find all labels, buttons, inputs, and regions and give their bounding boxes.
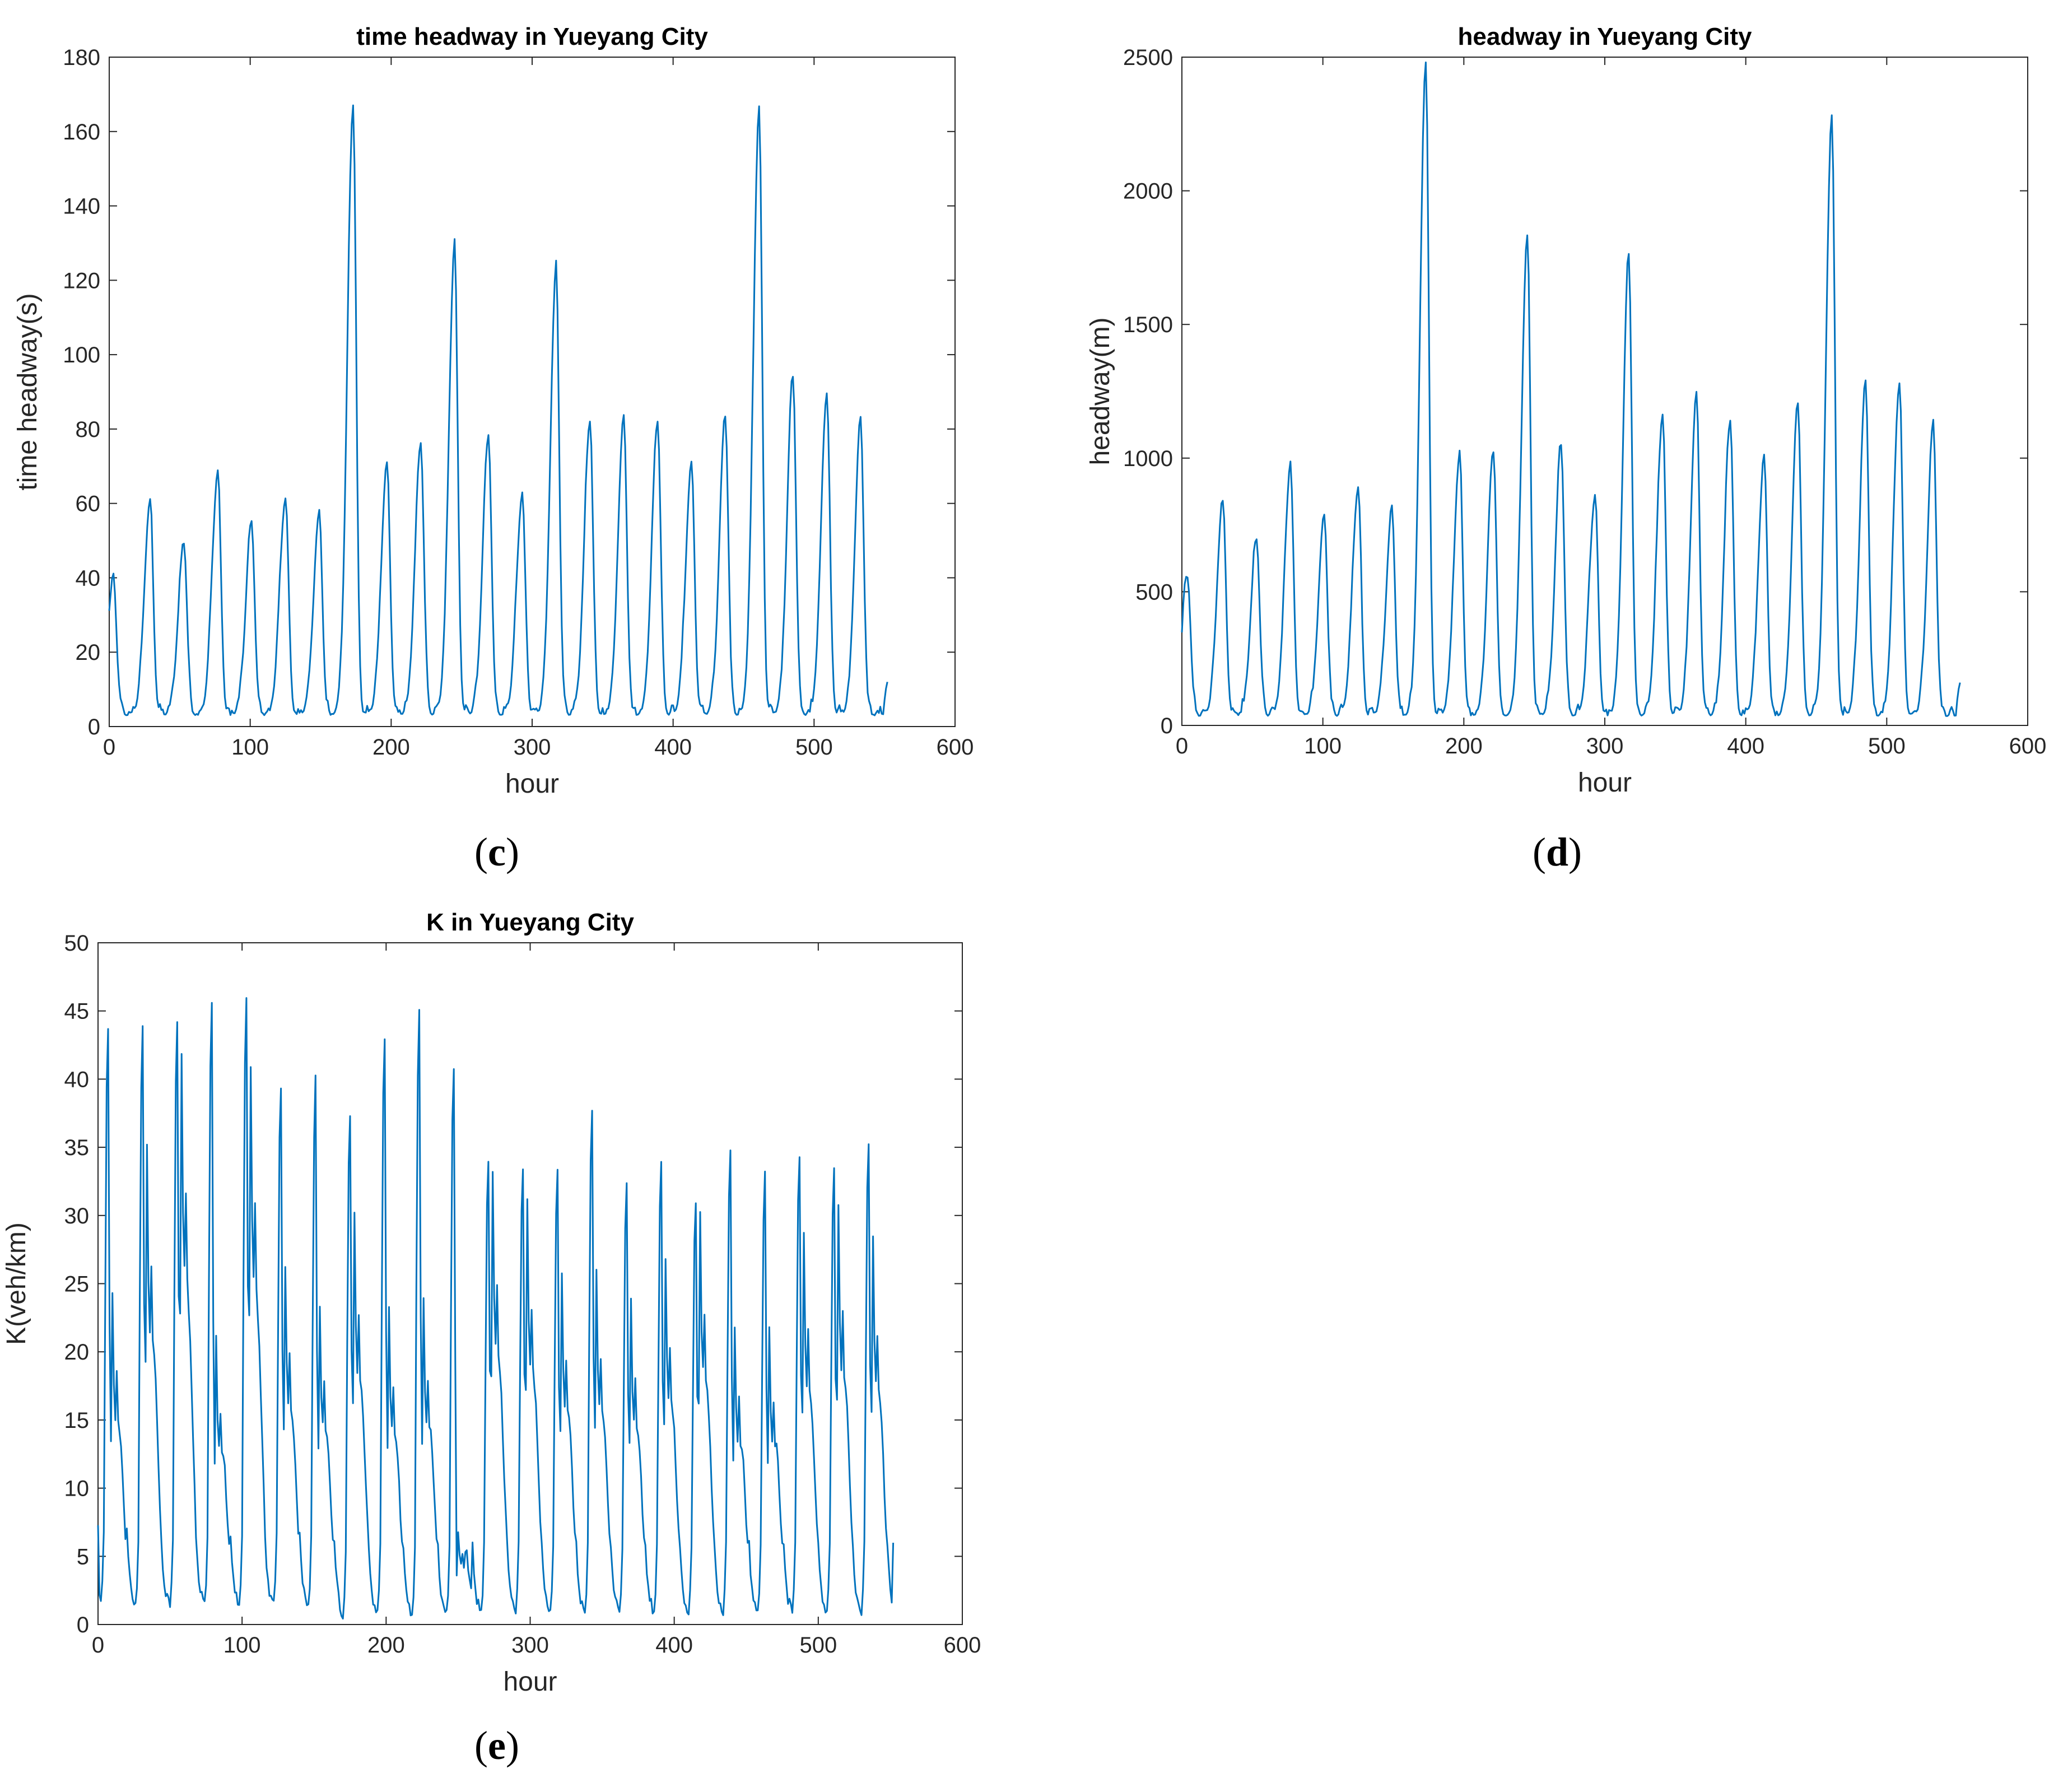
x-tick-label-d: 600 xyxy=(2009,734,2047,758)
x-tick-label-d: 500 xyxy=(1868,734,1906,758)
y-tick-label-c: 0 xyxy=(88,715,100,739)
x-axis-label-e: hour xyxy=(503,1667,557,1697)
x-axis-label-c: hour xyxy=(505,769,559,799)
x-tick-label-d: 100 xyxy=(1304,734,1342,758)
y-axis-label-c: time headway(s) xyxy=(13,293,43,490)
y-tick-label-c: 80 xyxy=(76,417,101,442)
y-tick-label-d: 500 xyxy=(1135,580,1173,604)
y-tick-label-e: 30 xyxy=(64,1204,90,1228)
x-tick-label-e: 600 xyxy=(944,1633,981,1658)
x-tick-label-d: 200 xyxy=(1445,734,1483,758)
y-tick-label-d: 1500 xyxy=(1123,313,1173,337)
x-tick-label-c: 0 xyxy=(103,735,115,760)
y-tick-label-e: 40 xyxy=(64,1067,90,1092)
y-tick-label-e: 5 xyxy=(77,1544,89,1569)
x-tick-label-e: 200 xyxy=(367,1633,405,1658)
y-tick-label-c: 160 xyxy=(63,120,100,145)
x-tick-label-c: 500 xyxy=(795,735,833,760)
y-tick-label-e: 25 xyxy=(64,1272,90,1297)
y-tick-label-d: 2000 xyxy=(1123,179,1173,204)
panel-letter-c: c xyxy=(488,830,506,874)
y-tick-label-e: 50 xyxy=(64,931,90,956)
x-tick-label-e: 500 xyxy=(799,1633,837,1658)
series-line-d xyxy=(1181,61,1961,717)
y-tick-label-d: 2500 xyxy=(1123,45,1173,70)
y-tick-label-c: 60 xyxy=(76,492,101,516)
chart-e: 0 100 200 300 400 500 600 0 5 10 15 20 25 30 35 40 45 50 K… xyxy=(2,909,981,1697)
y-tick-label-e: 10 xyxy=(64,1477,90,1501)
panel-letter-e: e xyxy=(488,1723,506,1768)
y-tick-label-c: 140 xyxy=(63,194,100,219)
y-tick-label-e: 35 xyxy=(64,1135,90,1160)
chart-title-d: headway in Yueyang City xyxy=(1458,23,1752,50)
y-tick-label-d: 1000 xyxy=(1123,446,1173,471)
chart-c: 0 100 200 300 400 500 600 0 20 40 60 80 100 120 140 160… xyxy=(13,23,974,799)
y-tick-label-e: 20 xyxy=(64,1340,90,1365)
x-tick-label-e: 100 xyxy=(223,1633,261,1658)
y-tick-label-c: 180 xyxy=(63,45,100,70)
x-tick-label-e: 400 xyxy=(655,1633,693,1658)
panel-label-d: (d) xyxy=(1533,830,1582,874)
axes-box-d xyxy=(1181,57,2028,726)
panel-letter-d: d xyxy=(1546,830,1568,874)
panel-label-c: (c) xyxy=(474,830,519,874)
y-tick-label-e: 15 xyxy=(64,1408,90,1433)
x-tick-label-d: 300 xyxy=(1586,734,1624,758)
x-tick-label-c: 400 xyxy=(654,735,692,760)
y-tick-label-c: 120 xyxy=(63,268,100,293)
y-tick-label-e: 45 xyxy=(64,999,90,1024)
chart-d: 0 100 200 300 400 500 600 0 500 1000 1500 2000 2500 h… xyxy=(1086,23,2046,798)
x-axis-label-d: hour xyxy=(1578,768,1632,798)
series-line-c xyxy=(108,104,888,716)
axes-box-c xyxy=(109,57,956,727)
x-tick-label-c: 100 xyxy=(231,735,269,760)
y-axis-label-e: K(veh/km) xyxy=(2,1222,31,1345)
x-tick-label-c: 200 xyxy=(372,735,410,760)
y-tick-label-c: 20 xyxy=(76,640,101,665)
y-tick-label-c: 100 xyxy=(63,343,100,367)
y-tick-label-c: 40 xyxy=(76,566,101,590)
x-tick-label-c: 300 xyxy=(514,735,551,760)
x-tick-label-d: 0 xyxy=(1176,734,1188,758)
y-tick-label-d: 0 xyxy=(1161,714,1173,738)
series-line-e xyxy=(97,997,895,1619)
panel-label-e: (e) xyxy=(474,1723,519,1768)
y-axis-label-d: headway(m) xyxy=(1086,317,1115,465)
y-tick-label-e: 0 xyxy=(77,1613,89,1637)
x-tick-label-c: 600 xyxy=(937,735,974,760)
chart-title-e: K in Yueyang City xyxy=(426,909,634,936)
chart-title-c: time headway in Yueyang City xyxy=(356,23,708,50)
x-tick-label-e: 0 xyxy=(92,1633,104,1658)
x-tick-label-d: 400 xyxy=(1727,734,1764,758)
x-tick-label-e: 300 xyxy=(511,1633,549,1658)
